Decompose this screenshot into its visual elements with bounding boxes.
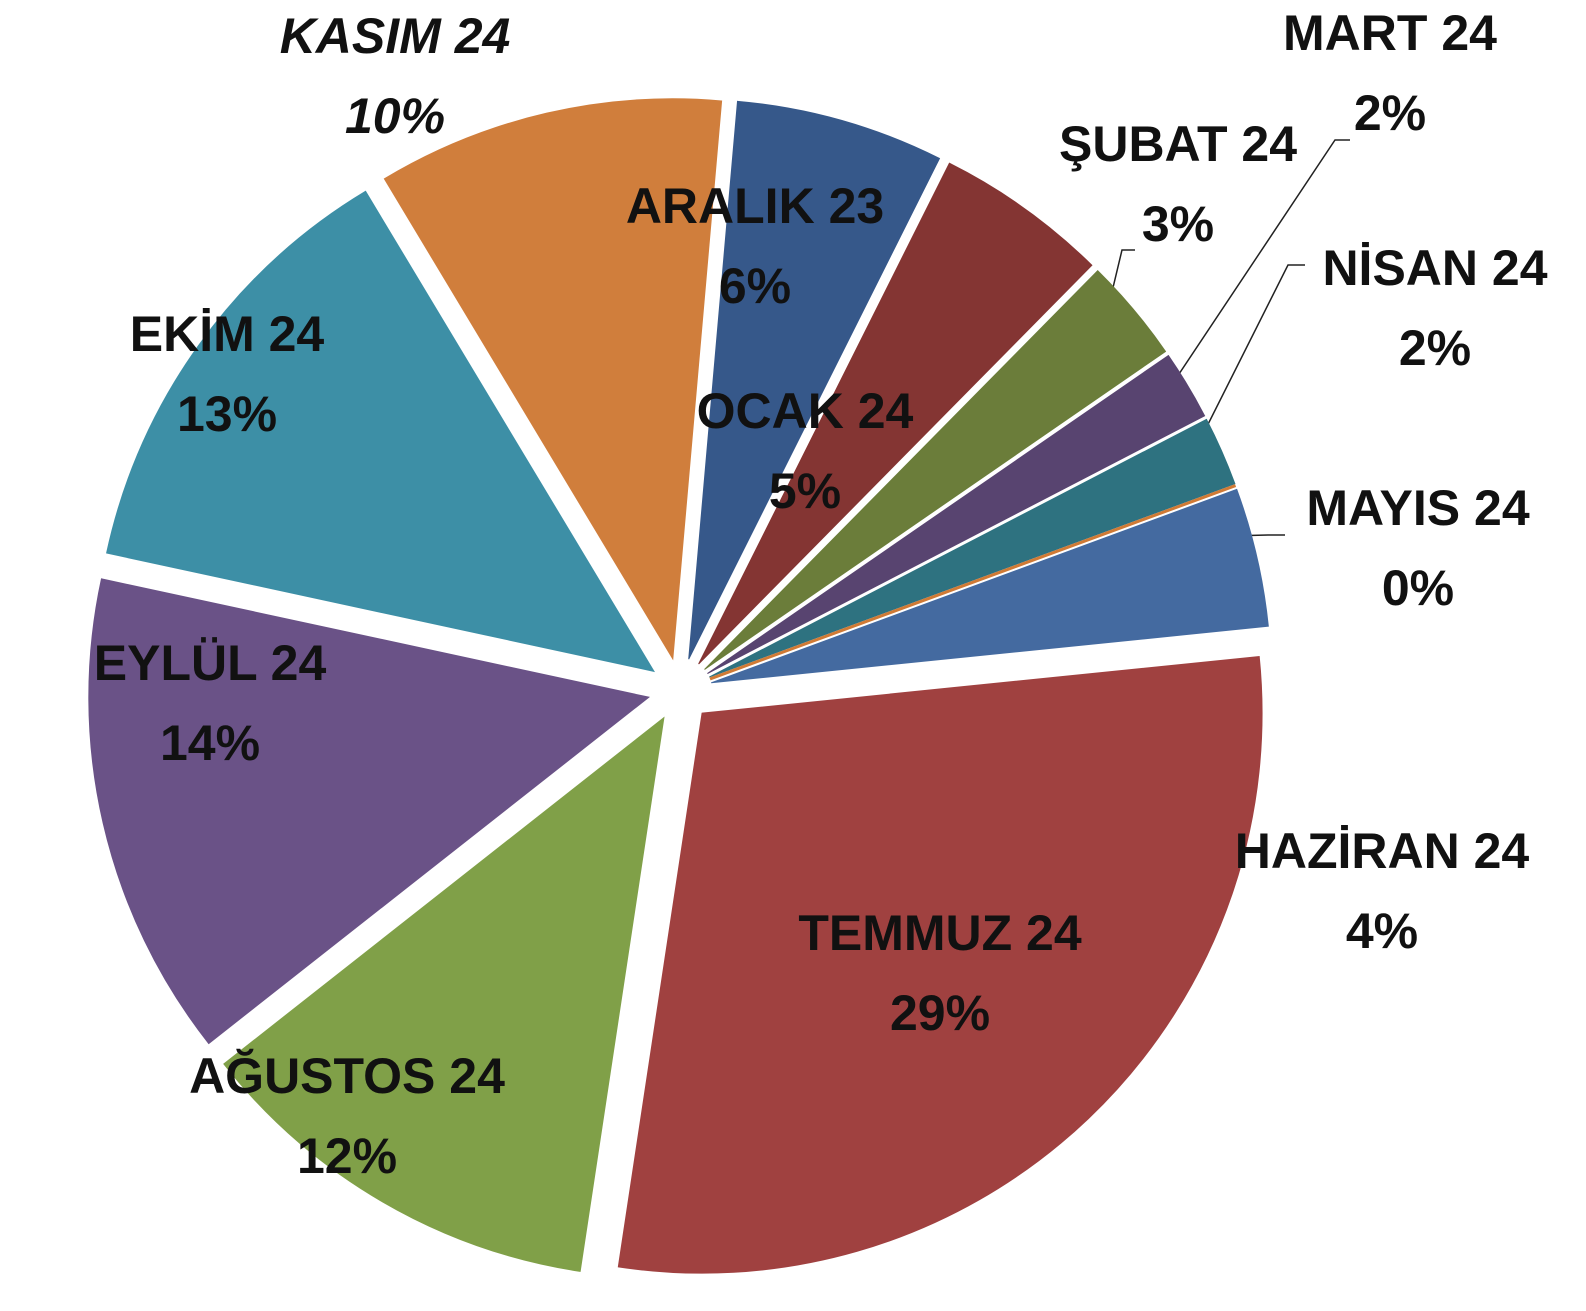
pie-slice	[707, 354, 1206, 674]
category-label: OCAK 24	[697, 383, 914, 439]
category-label: AĞUSTOS 24	[189, 1048, 505, 1104]
value-label: 5%	[769, 463, 841, 519]
value-label: 29%	[890, 985, 990, 1041]
category-label: TEMMUZ 24	[798, 905, 1082, 961]
pie-slice	[698, 162, 1093, 665]
category-label: EKİM 24	[130, 306, 325, 362]
category-label: KASIM 24	[280, 8, 511, 64]
value-label: 2%	[1354, 85, 1426, 141]
pie-slice	[383, 98, 723, 661]
pie-slice	[688, 100, 941, 660]
pie-slice	[711, 488, 1269, 684]
pie-slice	[106, 190, 656, 673]
value-label: 14%	[160, 715, 260, 771]
category-label: NİSAN 24	[1322, 240, 1547, 296]
pie-slice	[88, 578, 650, 1045]
value-label: 3%	[1142, 196, 1214, 252]
category-label: MART 24	[1283, 5, 1497, 61]
category-label: HAZİRAN 24	[1235, 823, 1530, 879]
pie-slice	[709, 418, 1236, 678]
category-label: EYLÜL 24	[94, 635, 327, 691]
value-label: 2%	[1399, 320, 1471, 376]
value-label: 12%	[297, 1128, 397, 1184]
pie-slice	[617, 656, 1263, 1274]
value-label: 0%	[1382, 560, 1454, 616]
leader-line	[1174, 264, 1305, 491]
value-label: 4%	[1346, 903, 1418, 959]
value-label: 6%	[719, 258, 791, 314]
category-label: MAYIS 24	[1306, 480, 1529, 536]
value-label: 13%	[177, 386, 277, 442]
pie-slice	[223, 716, 665, 1272]
pie-slice	[704, 269, 1167, 670]
leader-line	[1144, 139, 1350, 426]
value-label: 10%	[345, 88, 445, 144]
category-label: ŞUBAT 24	[1059, 116, 1297, 172]
category-label: ARALIK 23	[626, 178, 884, 234]
